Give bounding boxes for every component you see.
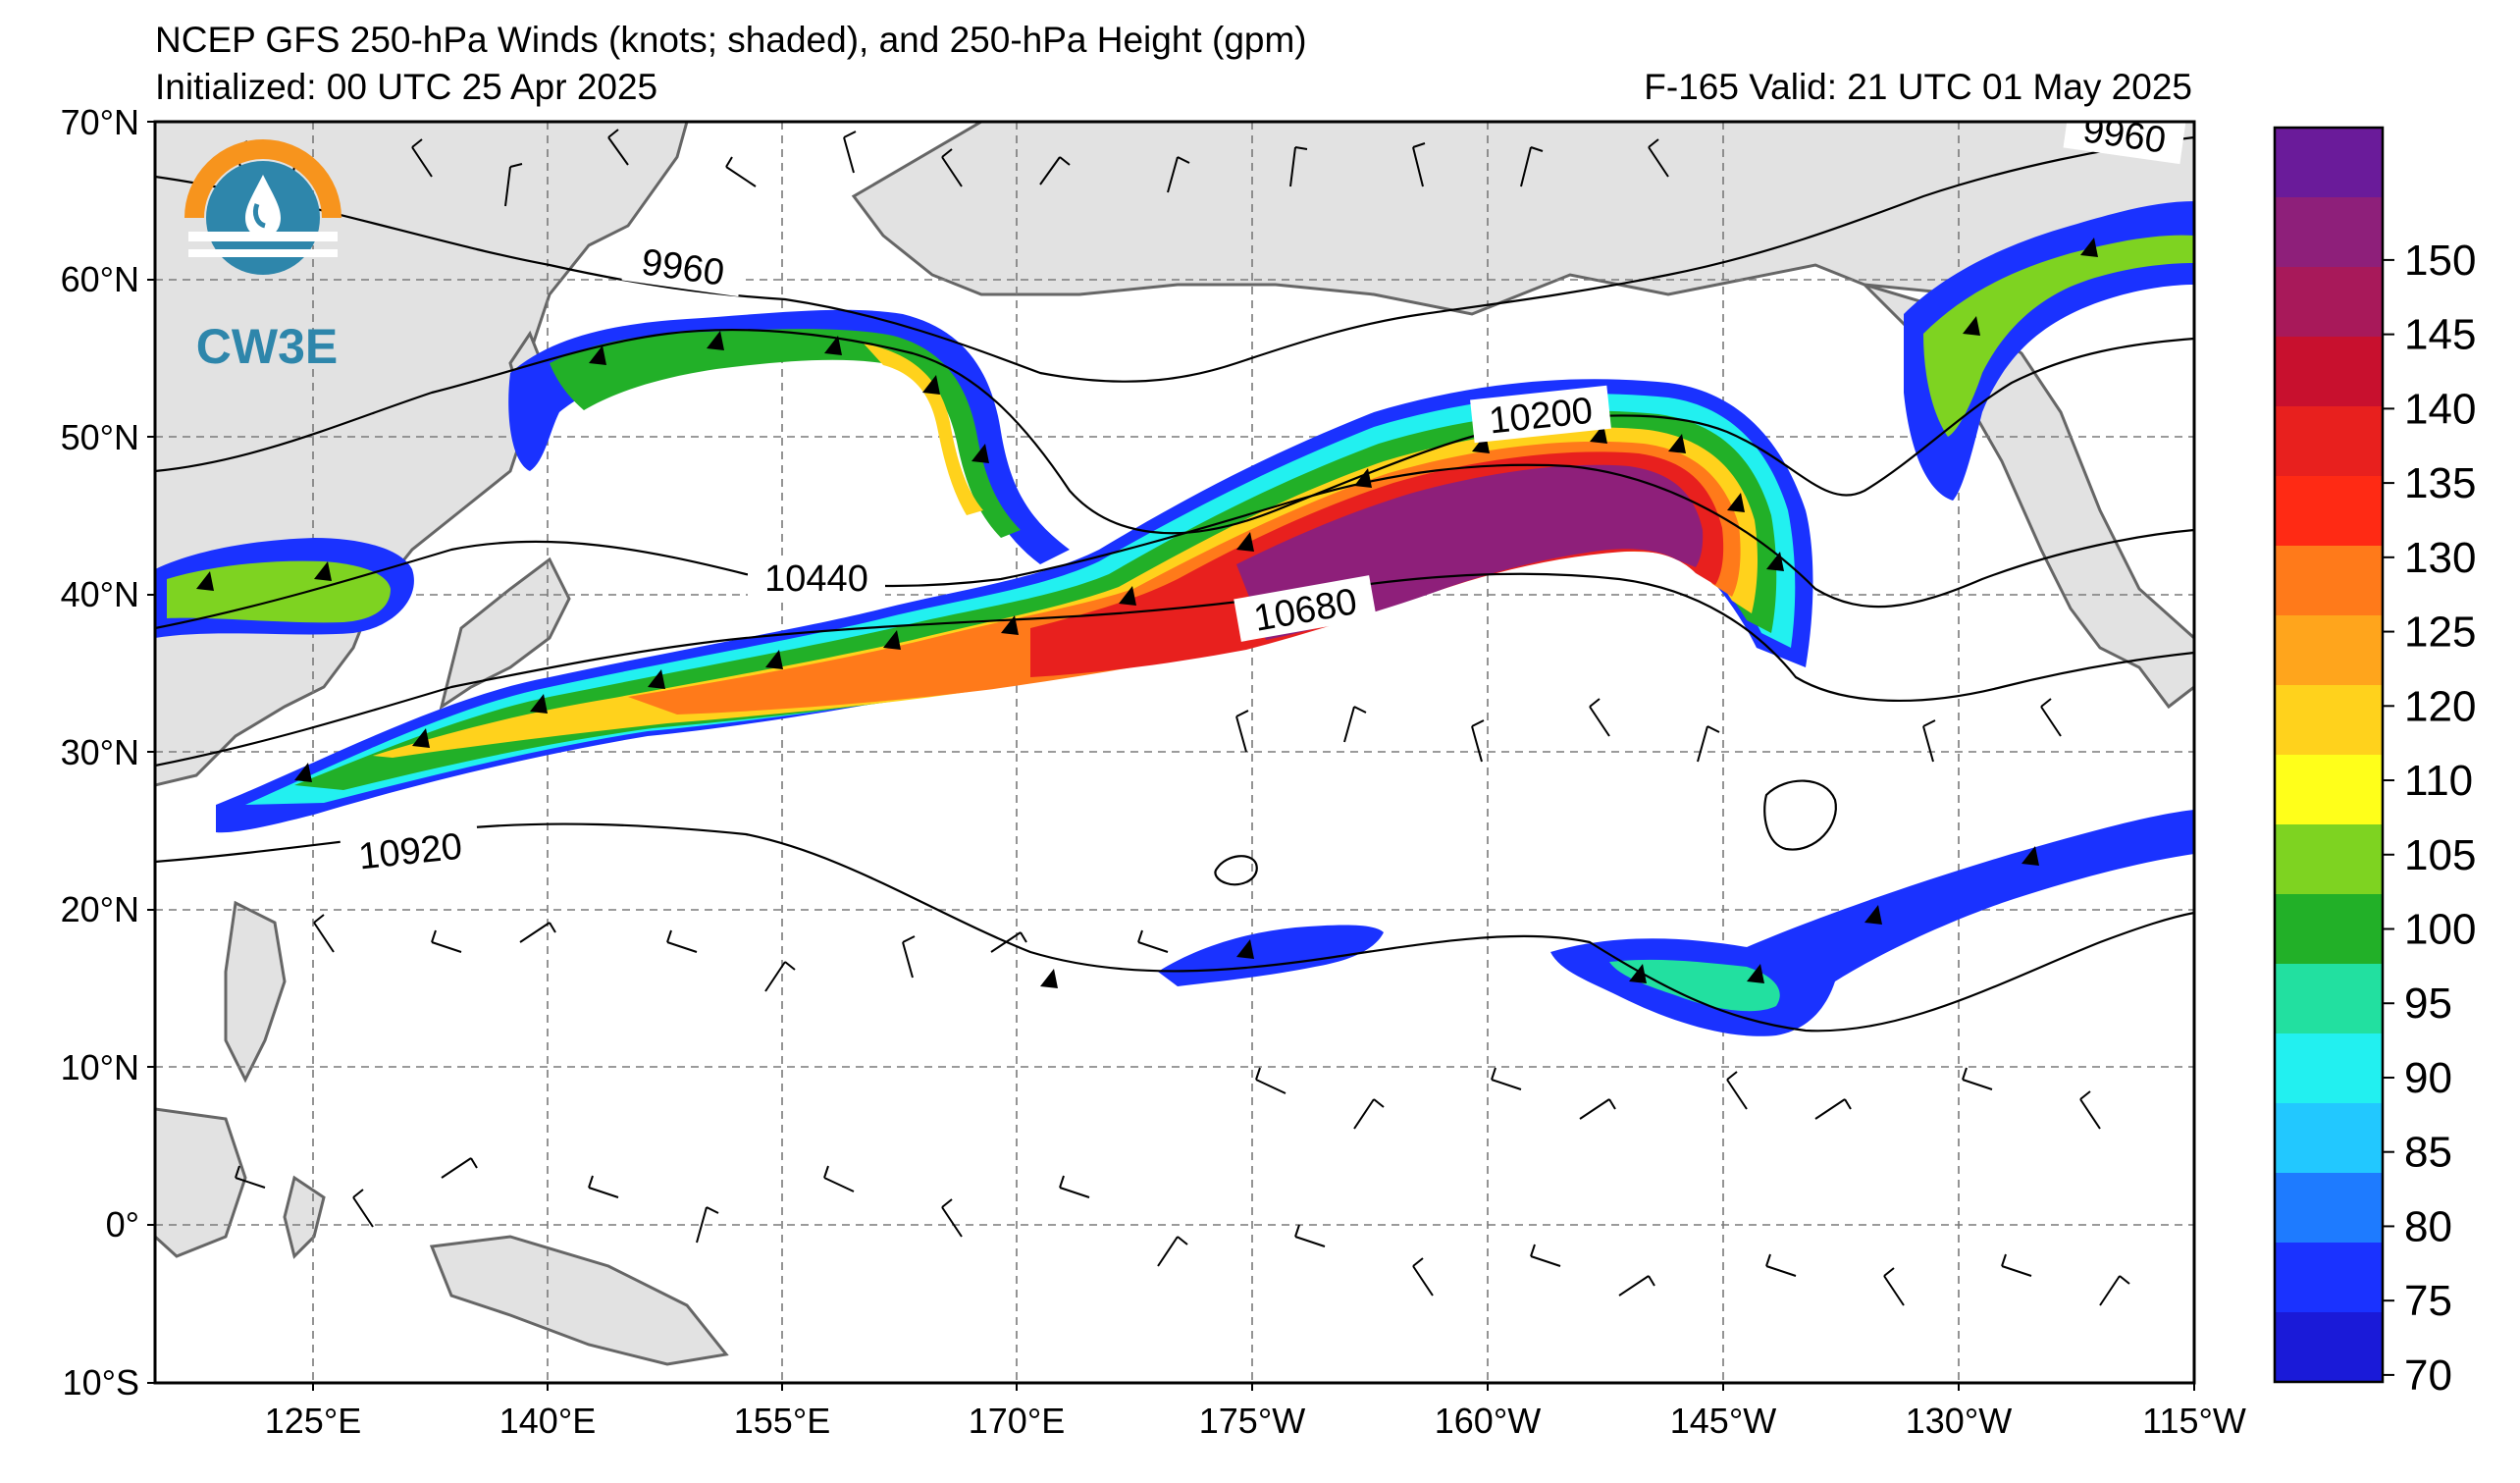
colorbar-swatch [2275,128,2383,198]
lat-tick: 10°N [61,1047,139,1087]
logo-text: CW3E [196,319,338,374]
jet-north-green [550,329,1021,538]
land-north-america [1863,283,2194,710]
colorbar-swatch [2275,894,2383,965]
colorbar-label: 110 [2404,757,2473,805]
colorbar-swatch [2275,476,2383,547]
lat-tick: 50°N [61,417,139,457]
colorbar-swatch [2275,1033,2383,1104]
land-sulawesi [283,1175,326,1259]
lat-tick: 0° [106,1204,139,1245]
height-contours [155,135,2194,1033]
colorbar-label: 90 [2404,1054,2452,1102]
colorbar-label: 120 [2404,682,2476,730]
wind-flags [196,238,2098,988]
colorbar-swatch [2275,267,2383,338]
lat-tick: 10°S [63,1362,139,1403]
lon-tick: 130°W [1906,1401,2012,1441]
contour-9960 [155,135,2194,383]
lon-tick: 125°E [265,1401,361,1441]
lat-tick: 40°N [61,574,139,614]
colorbar-swatch [2275,337,2383,407]
colorbar-swatch [2275,406,2383,477]
contour-10920 [155,822,2194,1033]
lon-tick: 140°E [499,1401,596,1441]
colorbar-labels: 150 145 140 135 130 125 120 110 105 100 95 90 85 80 75… [2383,237,2476,1400]
colorbar-swatch [2275,615,2383,686]
colorbar-frame [2273,126,2385,1384]
colorbar-label: 80 [2404,1202,2452,1250]
colorbar-label: 75 [2404,1277,2452,1325]
cw3e-logo: CW3E [184,139,341,374]
lon-tick: 145°W [1670,1401,1776,1441]
valid-time: F-165 Valid: 21 UTC 01 May 2025 [1644,67,2192,107]
figure-title: NCEP GFS 250-hPa Winds (knots; shaded), … [155,20,1307,60]
colorbar-label: 70 [2404,1351,2452,1400]
contour-10440 [155,463,2194,630]
colorbar-swatch [2275,546,2383,616]
lat-tick: 70°N [61,102,139,142]
colorbar-swatch [2275,964,2383,1034]
jet-ne-green [1923,235,2194,437]
colorbar-label: 130 [2404,534,2476,582]
lat-tick: 30°N [61,732,139,772]
jet-west-green [167,560,391,623]
colorbar-swatch [2275,197,2383,268]
colorbar-swatch [2275,755,2383,825]
lon-ticks [312,1383,2195,1391]
colorbar-label: 105 [2404,831,2476,879]
land-japan [439,556,571,711]
lon-tick: 170°E [969,1401,1065,1441]
contour-label-10440: 10440 [764,558,868,600]
wind-barbs [235,129,2130,1306]
lon-tick: 160°W [1435,1401,1541,1441]
logo-drop-icon [245,175,281,238]
lon-axis: 125°E 140°E 155°E 170°E 175°W 160°W 145°… [265,1401,2246,1441]
lon-tick: 155°E [734,1401,830,1441]
jet-north-outer [508,309,1070,564]
contour-closed-1 [1214,855,1258,886]
lat-tick: 60°N [61,259,139,299]
colorbar-swatch [2275,1103,2383,1174]
contour-closed-2 [1763,779,1837,851]
land-new-guinea [429,1235,729,1366]
colorbar-swatch [2275,1173,2383,1244]
colorbar-label: 140 [2404,385,2476,433]
lon-tick: 175°W [1199,1401,1305,1441]
colorbar: 150 145 140 135 130 125 120 110 105 100 95 90 85 80 75… [2273,126,2476,1400]
colorbar-label: 135 [2404,459,2476,507]
jet-ne-outer [1904,201,2194,501]
colorbar-label: 100 [2404,906,2476,954]
colorbar-label: 85 [2404,1129,2452,1177]
jet-north-yellow [864,344,983,515]
colorbar-label: 150 [2404,237,2476,285]
colorbar-swatch [2275,685,2383,756]
lat-ticks [147,121,155,1384]
land-borneo [155,1107,247,1258]
logo-orange-arc [184,139,341,219]
colorbar-label: 125 [2404,609,2476,657]
contour-10200 [155,328,2194,535]
land-philippines [224,900,287,1084]
colorbar-label: 145 [2404,311,2476,359]
colorbar-swatch [2275,824,2383,895]
lat-axis: 70°N 60°N 50°N 40°N 30°N 20°N 10°N 0° 10… [61,102,139,1403]
colorbar-swatch [2275,1312,2383,1383]
colorbar-swatches [2275,128,2383,1383]
jet-sub-west [1158,925,1384,986]
wind-shading [155,201,2194,1036]
lon-tick: 115°W [2142,1401,2246,1441]
init-time: Initialized: 00 UTC 25 Apr 2025 [155,67,658,107]
lat-tick: 20°N [61,889,139,929]
colorbar-label: 95 [2404,980,2452,1028]
colorbar-swatch [2275,1243,2383,1313]
jet-sub-east-green [1609,959,1780,1012]
